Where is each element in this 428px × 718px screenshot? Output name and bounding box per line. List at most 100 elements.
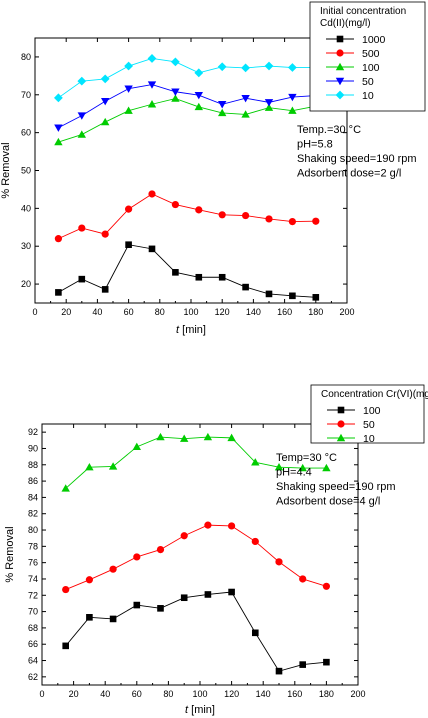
legend-title: Initial concentration	[320, 6, 406, 17]
condition-note: Adsorbent dose=4 g/l	[276, 496, 380, 508]
data-point	[218, 211, 226, 219]
series-50	[62, 521, 330, 594]
data-point	[241, 63, 250, 73]
data-point	[312, 294, 320, 301]
data-point	[275, 558, 283, 566]
y-tick-label: 40	[21, 203, 31, 213]
series-line	[65, 524, 327, 590]
series-line	[58, 244, 316, 298]
data-point	[228, 522, 236, 530]
legend-item-10: 10	[326, 90, 374, 102]
data-point	[109, 615, 117, 623]
y-tick-label: 86	[28, 476, 38, 486]
data-point	[299, 575, 307, 583]
series-1000	[55, 241, 320, 301]
data-point	[195, 206, 203, 214]
data-point	[288, 63, 297, 72]
y-tick-label: 88	[28, 460, 38, 470]
y-tick-label: 84	[28, 492, 38, 502]
condition-note: Shaking speed=190 rpm	[276, 481, 396, 493]
x-tick-label: 160	[277, 307, 292, 317]
series-100	[54, 94, 320, 146]
x-tick-label: 80	[163, 689, 173, 699]
data-point	[147, 54, 157, 63]
data-point	[77, 76, 87, 86]
y-tick-label: 72	[28, 590, 38, 600]
data-point	[194, 102, 203, 111]
y-tick-label: 70	[28, 607, 38, 617]
data-point	[251, 458, 260, 466]
data-point	[299, 661, 306, 668]
data-point	[218, 101, 227, 109]
data-point	[147, 81, 157, 89]
x-axis-label: t [min]	[176, 324, 206, 336]
data-point	[78, 275, 86, 283]
data-point	[228, 588, 235, 596]
data-point	[172, 269, 179, 276]
x-tick-label: 140	[256, 689, 271, 699]
legend-item-10: 10	[327, 433, 375, 445]
legend-item-500: 500	[326, 48, 380, 60]
y-tick-label: 66	[28, 639, 38, 649]
series-line	[65, 591, 327, 672]
x-tick-label: 60	[124, 307, 134, 317]
y-axis-label: % Removal	[0, 142, 12, 198]
legend-label: 10	[362, 90, 374, 102]
y-tick-label: 76	[28, 558, 38, 568]
data-point	[288, 106, 297, 114]
condition-note: Temp=30 °C	[276, 452, 337, 464]
data-point	[124, 61, 133, 71]
data-point	[203, 432, 213, 441]
x-tick-label: 160	[287, 689, 302, 699]
data-point	[132, 442, 141, 451]
data-point	[180, 594, 188, 602]
data-point	[85, 576, 93, 584]
data-point	[156, 432, 165, 441]
x-axis-label-symbol: t	[176, 324, 180, 336]
legend-label: 10	[363, 433, 375, 445]
legend-label: 100	[362, 62, 380, 74]
data-point	[125, 241, 132, 248]
series-line	[58, 84, 316, 129]
series-line	[65, 436, 327, 489]
x-tick-label: 200	[339, 307, 354, 317]
data-point	[54, 137, 63, 146]
data-point	[124, 85, 133, 93]
legend-title: Concentration Cr(VI)(mg/l)	[321, 389, 428, 400]
legend-marker	[337, 420, 345, 428]
data-point	[101, 98, 110, 106]
data-point	[100, 74, 110, 84]
series-100	[62, 588, 330, 675]
legend-marker	[337, 406, 345, 414]
data-point	[171, 200, 179, 209]
legend-marker	[335, 90, 345, 100]
x-tick-label: 40	[92, 307, 102, 317]
series-500	[54, 190, 320, 243]
data-point	[61, 484, 70, 492]
series-line	[58, 98, 316, 143]
y-tick-label: 60	[21, 128, 31, 138]
data-point	[85, 463, 94, 471]
x-axis-label-unit: [min]	[191, 704, 215, 716]
y-axis-label: % Removal	[4, 526, 16, 582]
data-point	[124, 106, 133, 114]
cd-removal-chart: 0 20 40 60 80 100 120 140 160 180 200 20 30 40 50 60 70 8…	[0, 1, 426, 336]
x-tick-label: 20	[61, 307, 71, 317]
data-point	[62, 642, 69, 650]
x-tick-label: 100	[183, 307, 198, 317]
data-point	[194, 68, 204, 78]
x-tick-label: 40	[100, 689, 110, 699]
legend-box	[309, 1, 426, 112]
data-point	[54, 93, 63, 103]
data-point	[125, 205, 133, 213]
y-tick-label: 62	[28, 672, 38, 682]
data-point	[148, 190, 156, 198]
condition-note: pH=5.8	[297, 139, 333, 151]
data-point	[264, 61, 274, 71]
y-tick-label: 90	[28, 443, 38, 453]
y-tick-label: 50	[21, 166, 31, 176]
data-point	[55, 289, 62, 296]
data-point	[252, 629, 259, 637]
data-point	[227, 433, 236, 442]
